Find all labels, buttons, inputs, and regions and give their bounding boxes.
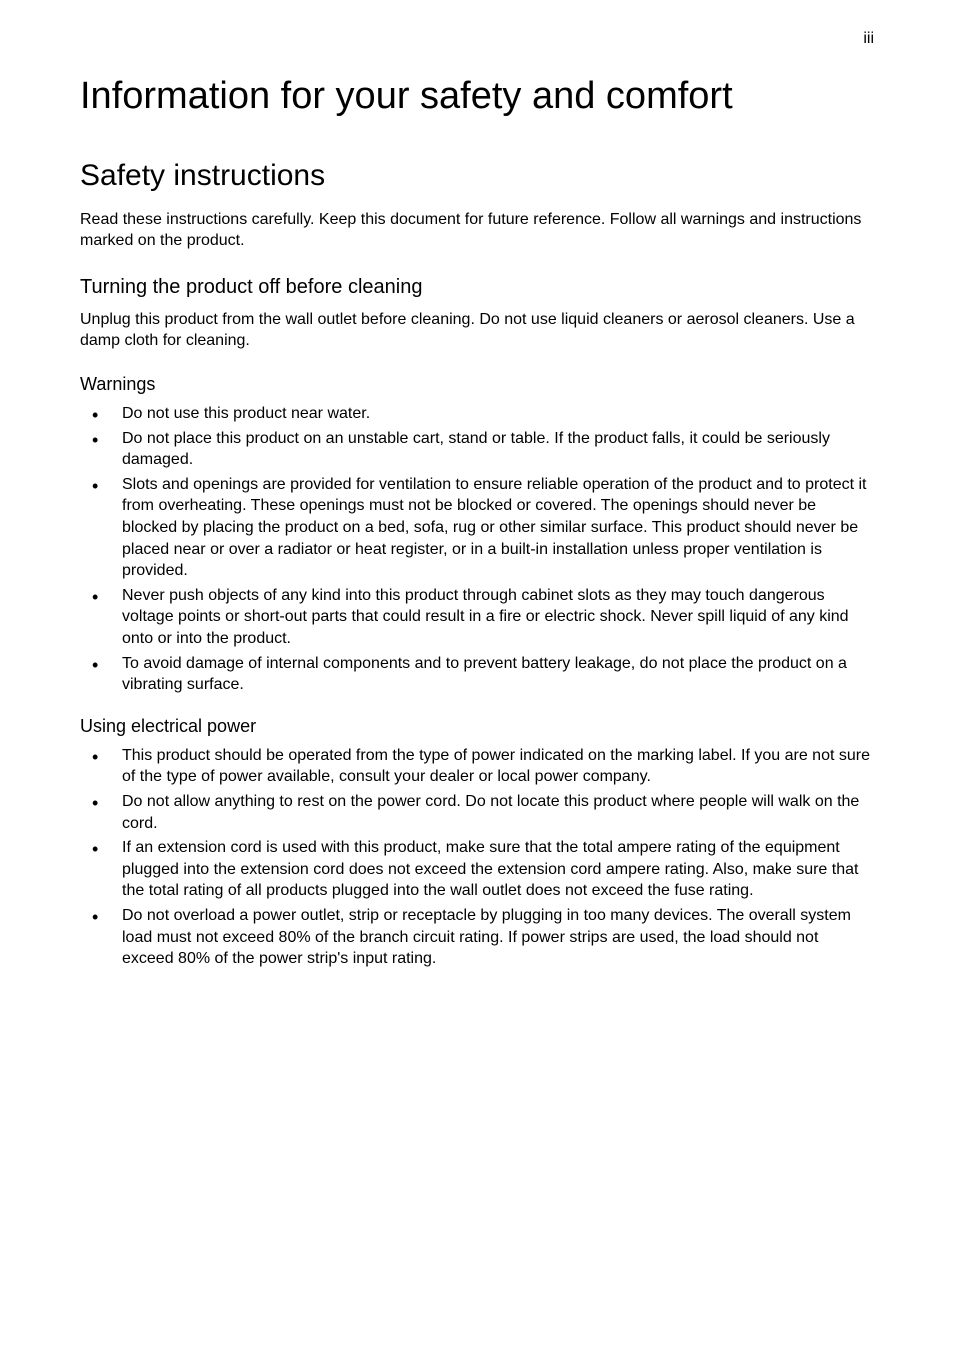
subsection-heading-warnings: Warnings: [80, 374, 874, 395]
warnings-list: Do not use this product near water. Do n…: [80, 403, 874, 696]
list-item: Do not place this product on an unstable…: [80, 428, 874, 471]
list-item: This product should be operated from the…: [80, 745, 874, 788]
list-item: Do not overload a power outlet, strip or…: [80, 905, 874, 970]
subsection-heading-power: Using electrical power: [80, 716, 874, 737]
intro-paragraph: Read these instructions carefully. Keep …: [80, 209, 874, 252]
list-item: Never push objects of any kind into this…: [80, 585, 874, 650]
page-title: Information for your safety and comfort: [80, 75, 874, 119]
list-item: Do not allow anything to rest on the pow…: [80, 791, 874, 834]
list-item: If an extension cord is used with this p…: [80, 837, 874, 902]
page-number: iii: [863, 30, 874, 48]
list-item: Slots and openings are provided for vent…: [80, 474, 874, 582]
cleaning-paragraph: Unplug this product from the wall outlet…: [80, 309, 874, 352]
subsection-heading-cleaning: Turning the product off before cleaning: [80, 276, 874, 299]
section-heading: Safety instructions: [80, 159, 874, 193]
list-item: Do not use this product near water.: [80, 403, 874, 425]
list-item: To avoid damage of internal components a…: [80, 653, 874, 696]
power-list: This product should be operated from the…: [80, 745, 874, 970]
